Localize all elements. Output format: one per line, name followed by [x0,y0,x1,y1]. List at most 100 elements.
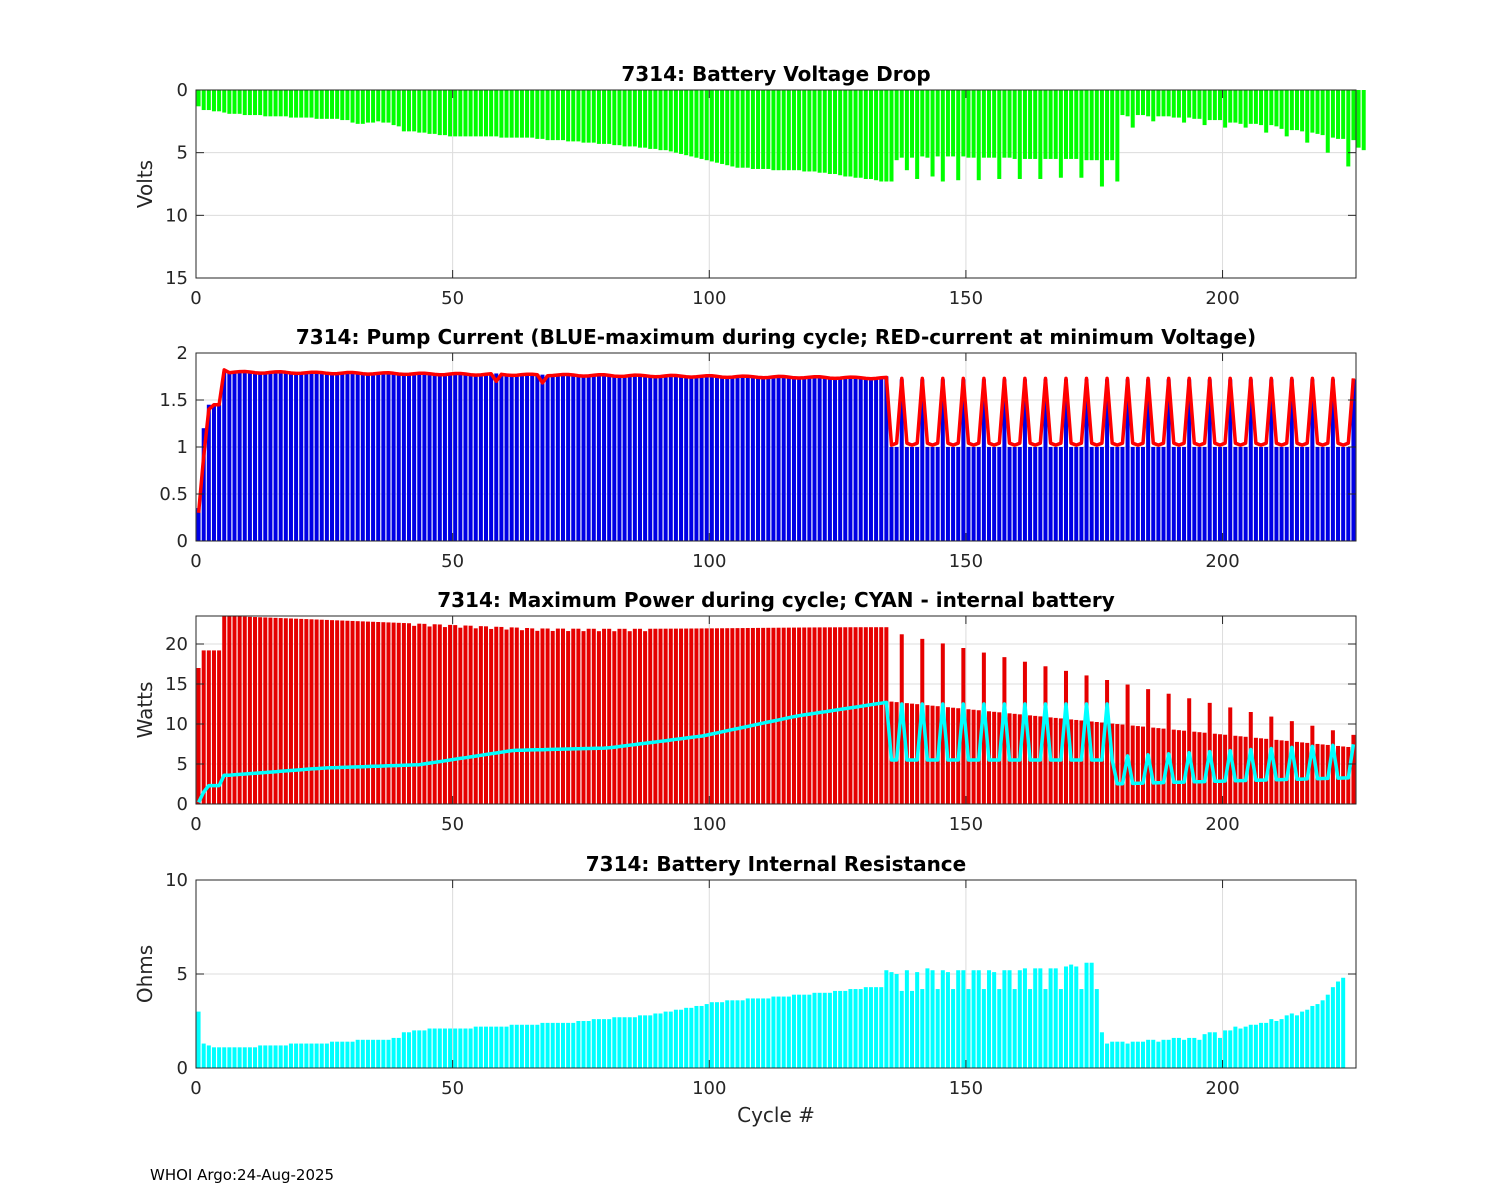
bar-max-current [1330,379,1335,541]
bar-max-current [268,372,273,541]
bar [504,1026,509,1068]
bar-max-current [617,375,622,541]
bar [1192,1037,1197,1068]
bar [740,90,745,168]
bar [381,1039,386,1068]
bar-max-current [499,373,504,541]
bar-max-power [288,618,293,804]
bar [940,90,945,182]
bar [884,90,889,182]
bar-max-power [1089,721,1094,804]
bar-max-current [1305,447,1310,541]
bar [1043,989,1048,1068]
bar [299,90,304,118]
bar-max-power [489,628,494,804]
bar-max-current [945,447,950,541]
bar-max-current [1033,447,1038,541]
bar [545,1022,550,1068]
bar [1223,1030,1228,1068]
bar [653,1013,658,1068]
bar-max-current [1269,379,1274,541]
y-tick-label: 10 [165,205,188,226]
bar [930,90,935,177]
bar [884,970,889,1068]
bar [1305,90,1310,143]
bar-max-current [432,373,437,541]
bar [1253,1024,1258,1068]
bar [838,90,843,176]
bar-max-power [324,619,329,804]
bar [376,1039,381,1068]
bar-max-power [278,618,283,804]
bar [417,1030,422,1068]
bar [1274,1021,1279,1068]
bar-max-power [648,628,653,804]
bar [766,90,771,169]
bar [555,90,560,141]
bar [822,992,827,1068]
bar [858,90,863,178]
bar [391,1037,396,1068]
bar [365,1039,370,1068]
bar [242,90,247,116]
bar [288,90,293,118]
bar-max-power [771,627,776,804]
bar-max-current [1182,447,1187,541]
bar-max-current [987,447,992,541]
bar [1330,90,1335,138]
bar [401,1032,406,1068]
bar [1330,987,1335,1068]
bar-max-power [530,628,535,804]
bar-max-current [1197,447,1202,541]
bar-max-current [1176,447,1181,541]
bar-max-power [981,652,986,804]
bar [232,90,237,114]
bar-max-current [355,372,360,541]
bar-max-power [401,623,406,804]
bar [1300,90,1305,132]
y-tick-label: 0 [177,794,188,815]
bar-max-power [699,628,704,804]
bar [514,90,519,138]
bar [340,1041,345,1068]
bar [535,1024,540,1068]
bar [807,90,812,172]
bar-max-power [525,627,530,804]
bar-max-current [997,447,1002,541]
bar-max-power [643,631,648,804]
bar-max-power [381,622,386,804]
bar [920,90,925,157]
bar-max-current [473,374,478,541]
x-tick-label: 0 [190,1078,201,1099]
bar [376,90,381,122]
bar [1289,1013,1294,1068]
bar [694,90,699,158]
bar [555,1022,560,1068]
bar-max-power [211,650,216,804]
bar [1110,90,1115,161]
bar-max-power [273,617,278,804]
bar [879,987,884,1068]
bar [519,1024,524,1068]
bar [1063,966,1069,1068]
bar-max-current [273,371,278,541]
bar [1151,90,1156,122]
bar-max-power [437,624,442,804]
bar [709,1002,714,1068]
bar [843,990,848,1068]
bar-max-power [335,620,340,804]
y-tick-label: 20 [165,634,188,655]
x-tick-label: 150 [949,814,983,835]
bar [1310,90,1315,133]
bar [314,90,319,119]
bar [391,90,396,126]
bar [935,989,940,1068]
bar [417,90,422,133]
bar-max-current [596,374,601,541]
bar-max-current [227,372,232,541]
bar [483,90,489,137]
bar-max-power [571,628,576,804]
bar-max-current [576,374,581,541]
bar [237,1047,242,1068]
bar-max-current [566,373,571,541]
